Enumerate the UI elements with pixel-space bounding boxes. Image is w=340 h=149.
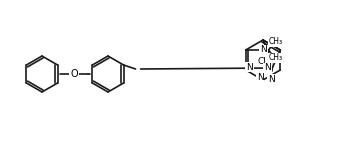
Text: Cl: Cl [258,56,267,66]
Text: CH₃: CH₃ [269,38,283,46]
Text: N: N [246,62,253,72]
Text: N: N [264,63,271,73]
Text: O: O [70,69,78,79]
Text: N: N [260,45,267,55]
Text: N: N [268,74,275,83]
Text: CH₃: CH₃ [269,53,283,62]
Text: N: N [257,73,264,82]
